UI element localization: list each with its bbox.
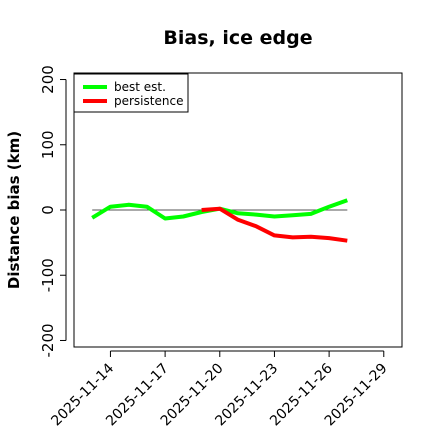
y-tick-label: -200 xyxy=(39,323,57,357)
y-axis: -200 -100 0 100 200 xyxy=(39,65,67,357)
legend-box xyxy=(73,73,189,113)
y-tick-label: 200 xyxy=(39,65,57,94)
chart-title: Bias, ice edge xyxy=(163,27,312,49)
y-axis-label: Distance bias (km) xyxy=(5,131,23,289)
y-tick-label: 100 xyxy=(39,130,57,159)
plot-frame xyxy=(73,72,403,348)
x-axis: 2025-11-142025-11-172025-11-202025-11-23… xyxy=(48,350,391,429)
legend-label: persistence xyxy=(114,94,183,108)
series-layer xyxy=(91,198,348,243)
y-tick-label: -100 xyxy=(39,258,57,292)
legend-label: best est. xyxy=(114,80,166,94)
series-line-2 xyxy=(201,206,348,243)
y-tick-label: 0 xyxy=(39,205,57,215)
legend: best est.persistence xyxy=(73,73,189,113)
